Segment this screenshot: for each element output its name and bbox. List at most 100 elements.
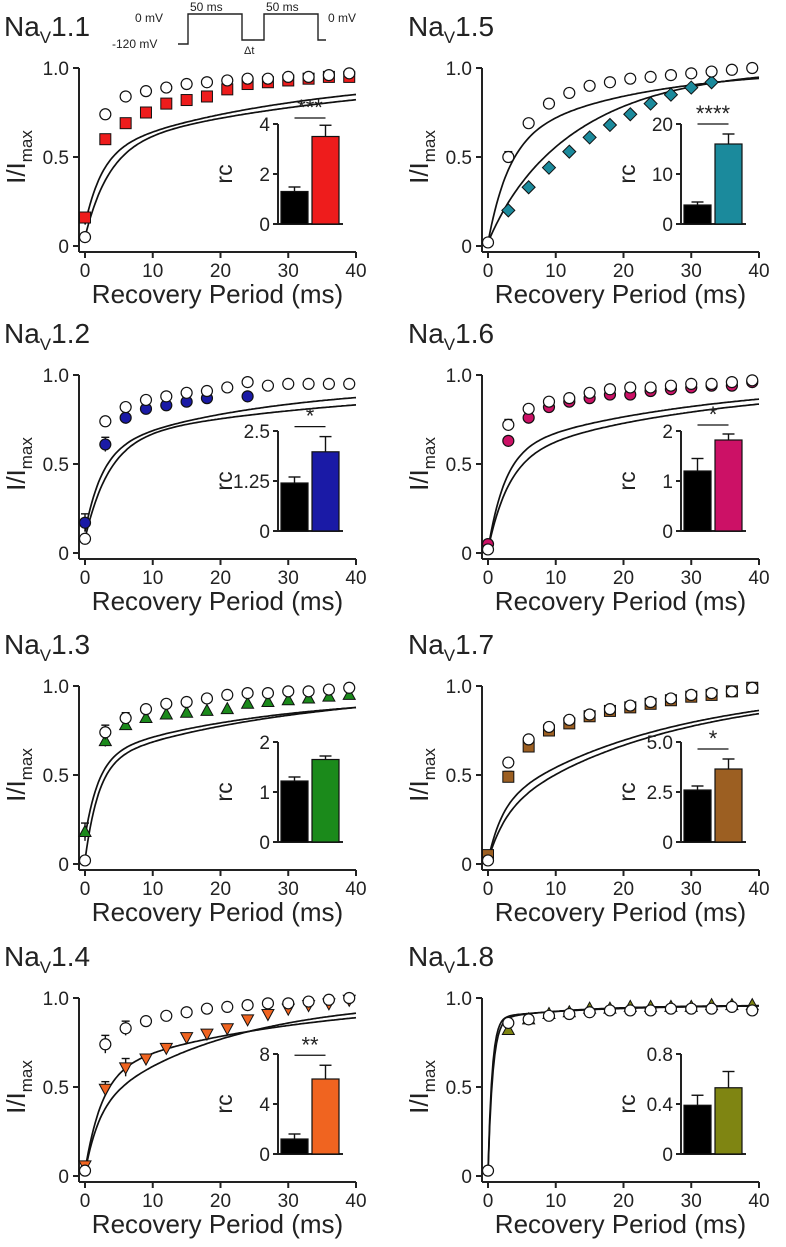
significance-marker: * [709, 402, 718, 427]
panel-title-sub: V [444, 335, 456, 354]
inset-y-tick-label: 1.25 [233, 472, 270, 493]
wt-data-point [78, 854, 92, 867]
panel-title-main: Na [4, 629, 40, 660]
mutant-data-point [322, 689, 336, 702]
inset-bar-chart: 0 10 20 rc **** [614, 101, 746, 236]
mutant-data-point [562, 144, 577, 159]
wt-data-point [282, 70, 295, 84]
inset-y-tick-label: 4 [259, 1095, 270, 1116]
mutant-data-point [501, 203, 516, 218]
y-axis-label-main: I/I [404, 162, 434, 184]
wt-data-point [522, 402, 535, 415]
y-axis-label: I/Imax [404, 437, 439, 491]
x-tick-label: 0 [483, 879, 494, 900]
wt-data-point [119, 400, 132, 414]
mutant-data-point [684, 80, 699, 95]
wt-data-point [180, 386, 193, 399]
inset-y-tick-label: 2 [259, 733, 270, 754]
mutant-data-point [342, 687, 357, 700]
mutant-data-point [179, 705, 194, 718]
inset-bar-wt [683, 470, 712, 532]
mutant-data-point [179, 1032, 194, 1045]
x-tick-label: 40 [748, 1191, 769, 1212]
mutant-data-point [139, 1053, 153, 1067]
inset-bar-chart: 0 1.25 2.5 rc * [211, 404, 343, 543]
wt-data-point [322, 69, 335, 82]
wt-data-point [705, 1002, 718, 1015]
wt-data-point [522, 733, 535, 746]
significance-marker: ** [301, 1032, 319, 1057]
mutant-data-point [220, 1023, 235, 1036]
mutant-data-point [643, 96, 658, 111]
x-tick-label: 40 [345, 568, 366, 589]
panel-title-sub: V [40, 335, 52, 354]
panel-title-sub: V [444, 28, 456, 47]
wt-data-point [542, 720, 556, 734]
mutant-data-point [241, 390, 254, 403]
inset-y-axis-label: rc [614, 164, 640, 183]
wt-data-point [78, 231, 92, 244]
x-tick-label: 20 [210, 1191, 231, 1212]
x-tick-label: 0 [483, 261, 494, 282]
inset-y-tick-label: 20 [652, 115, 673, 136]
inset-bar-mutant [714, 439, 743, 532]
wt-data-point [583, 79, 596, 92]
panel-title-rest: 1.3 [51, 629, 90, 660]
wt-data-point [685, 1002, 698, 1015]
inset-bar-wt [683, 1104, 712, 1155]
inset-y-tick-label: 0 [662, 215, 673, 236]
inset-bar-chart: 0 0.4 0.8 rc [614, 1045, 746, 1166]
y-tick-label: 0.5 [43, 766, 69, 787]
wt-data-point [139, 85, 153, 98]
wt-data-point [583, 708, 596, 721]
significance-marker: * [709, 726, 718, 751]
y-axis-label-main: I/I [1, 469, 31, 491]
wt-data-point [200, 692, 214, 705]
fit-curve-mutant [84, 1012, 357, 1173]
x-tick-label: 20 [210, 261, 231, 282]
wt-data-point [343, 377, 356, 390]
wt-data-point [664, 69, 678, 82]
x-axis-label: Recovery Period (ms) [495, 279, 746, 309]
panel-title-main: Na [408, 941, 444, 972]
wt-data-point [563, 1007, 576, 1021]
mutant-data-point [180, 94, 193, 107]
y-axis-label-main: I/I [404, 1092, 434, 1114]
wt-data-point [139, 1015, 153, 1028]
y-tick-label: 0 [58, 855, 69, 876]
x-tick-label: 10 [142, 879, 163, 900]
y-tick-label: 1.0 [446, 677, 472, 698]
x-tick-label: 30 [278, 879, 299, 900]
panel-title-sub: V [40, 646, 52, 665]
fit-curve-mutant [84, 396, 357, 532]
inset-y-tick-label: 1 [259, 783, 270, 804]
mutant-data-point [118, 717, 133, 731]
inset-y-axis-label: rc [211, 782, 237, 801]
x-tick-label: 40 [748, 568, 769, 589]
wt-data-point [160, 1009, 173, 1022]
mutant-data-point [78, 824, 92, 837]
mutant-data-point [119, 117, 132, 130]
y-tick-label: 0 [461, 544, 472, 565]
y-axis-label-sub: max [17, 748, 36, 781]
protocol-step-right-label: 0 mV [328, 11, 356, 25]
inset-y-tick-label: 4 [259, 115, 270, 136]
y-tick-label: 1.0 [446, 989, 472, 1010]
x-tick-label: 0 [80, 1191, 91, 1212]
inset-y-tick-label: 0 [259, 1145, 270, 1166]
y-tick-label: 1.0 [43, 989, 69, 1010]
inset-bar-mutant [714, 143, 743, 225]
wt-data-point [563, 713, 576, 726]
x-tick-label: 40 [748, 261, 769, 282]
y-tick-label: 1.0 [43, 59, 69, 80]
fit-curve-wt [487, 398, 760, 550]
wt-data-point [200, 384, 214, 398]
wt-data-point [685, 67, 698, 80]
y-tick-label: 1.0 [446, 366, 472, 387]
mutant-data-point [602, 117, 618, 133]
wt-data-point [624, 1004, 637, 1017]
panel-title: NaV1.4 [4, 941, 90, 977]
fit-curve-mutant [487, 403, 760, 550]
wt-data-point [725, 376, 739, 389]
x-tick-label: 10 [142, 1191, 163, 1212]
